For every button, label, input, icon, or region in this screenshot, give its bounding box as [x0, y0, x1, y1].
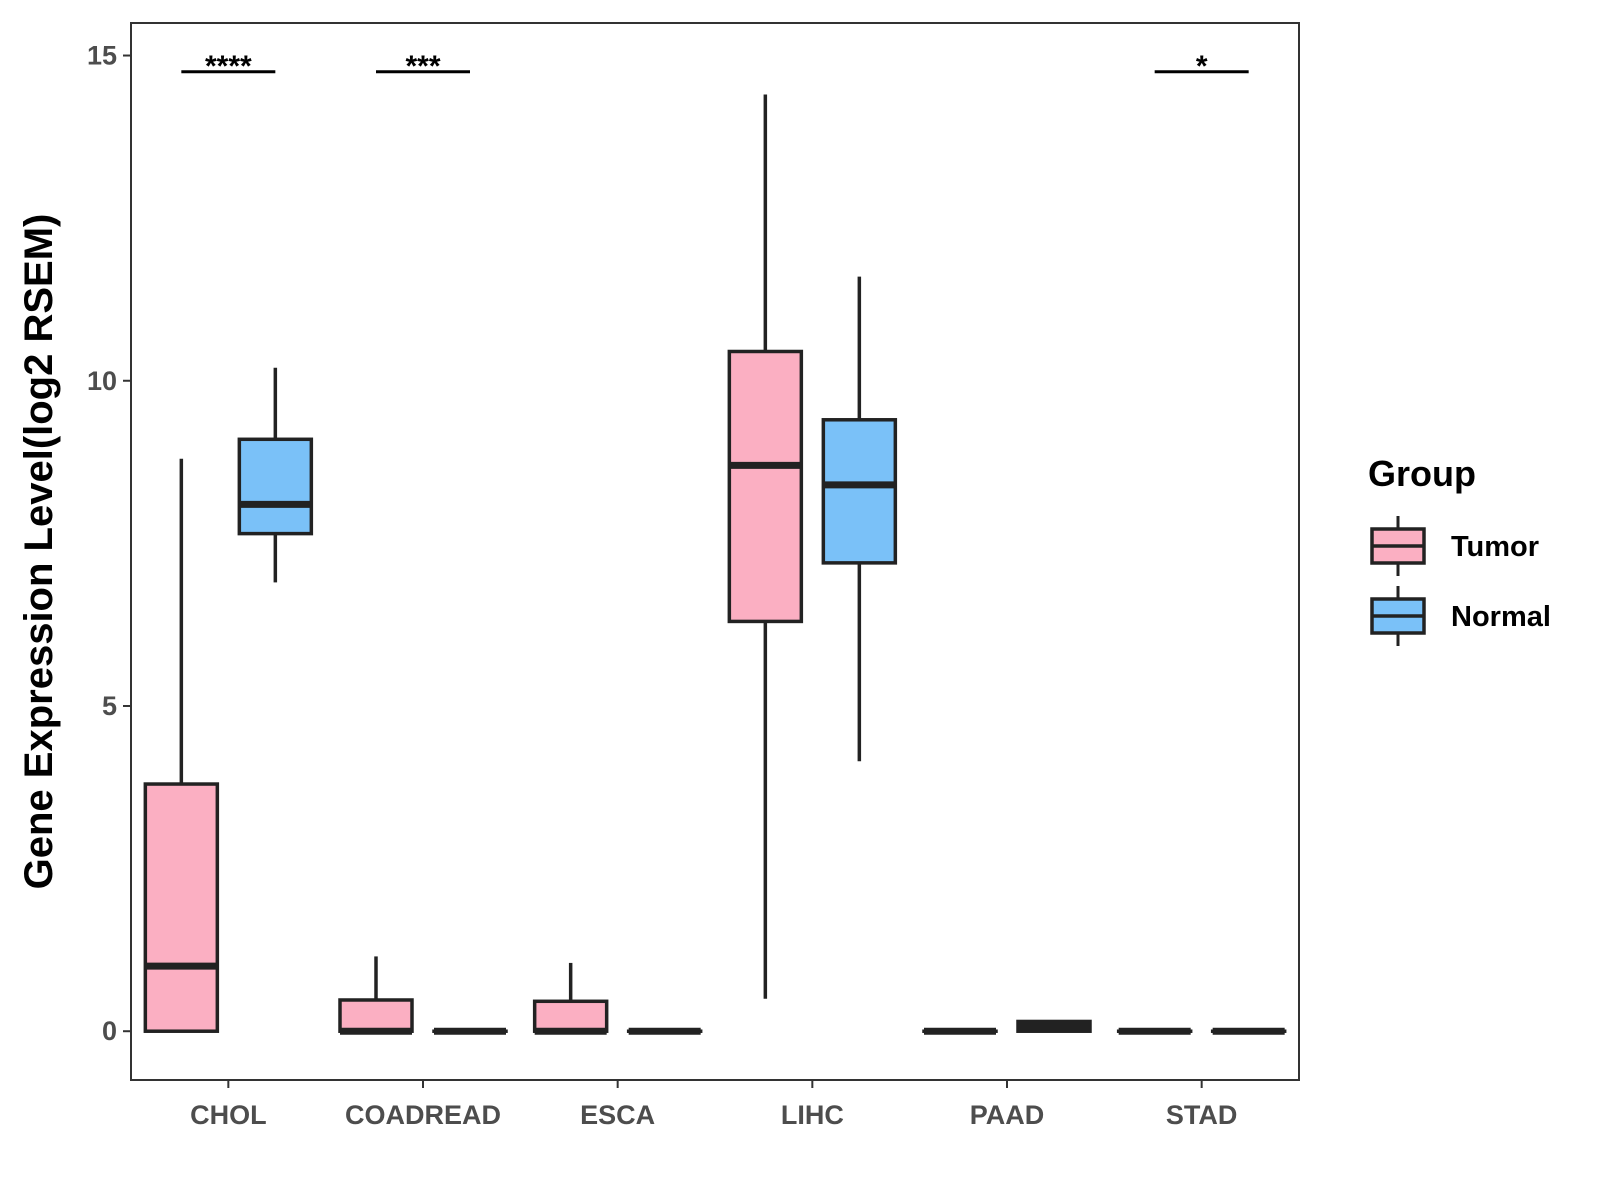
- box-tumor-lihc: [727, 94, 804, 999]
- x-tick-label: STAD: [1166, 1100, 1238, 1130]
- significance-label: *: [1196, 50, 1208, 83]
- significance-label: ***: [405, 50, 440, 83]
- box-body: [338, 998, 414, 1033]
- y-tick-label: 0: [102, 1016, 117, 1046]
- x-tick-label: COADREAD: [345, 1100, 501, 1130]
- significance-label: ****: [205, 50, 252, 83]
- legend: Group Tumor Normal: [1368, 453, 1551, 646]
- x-tick-label: PAAD: [970, 1100, 1045, 1130]
- y-axis-title: Gene Expression Level(log2 RSEM): [17, 214, 61, 890]
- box-normal-lihc: [821, 276, 898, 762]
- legend-label: Tumor: [1451, 531, 1539, 563]
- y-tick-label: 10: [87, 366, 117, 396]
- plot-layer: [130, 22, 1300, 1081]
- legend-title: Group: [1368, 453, 1476, 494]
- box-tumor-esca: [532, 962, 609, 1035]
- box-normal-chol: [237, 367, 314, 583]
- legend-item-tumor: Tumor: [1370, 516, 1539, 576]
- legend-item-normal: Normal: [1370, 586, 1551, 646]
- box-tumor-chol: [143, 458, 220, 1033]
- significance-layer: **** *** *: [181, 50, 1249, 83]
- box-body: [821, 418, 898, 565]
- box-body: [532, 999, 609, 1033]
- x-tick-label: CHOL: [190, 1100, 267, 1130]
- x-tick-label: ESCA: [580, 1100, 655, 1130]
- legend-label: Normal: [1451, 601, 1551, 633]
- plot-panel-border: [130, 22, 1300, 1081]
- box-body: [237, 437, 314, 536]
- box-tumor-coadread: [338, 956, 414, 1035]
- box-normal-paad: [1016, 1019, 1092, 1033]
- y-tick-label: 5: [102, 691, 117, 721]
- box-body: [143, 782, 220, 1033]
- y-tick-label: 15: [87, 41, 117, 71]
- axis-layer: 0 5 10 15 CHOL COADREAD ESCA LIHC PAAD STAD Gene E…: [17, 41, 1237, 1130]
- x-tick-label: LIHC: [781, 1100, 844, 1130]
- box-body: [727, 349, 804, 624]
